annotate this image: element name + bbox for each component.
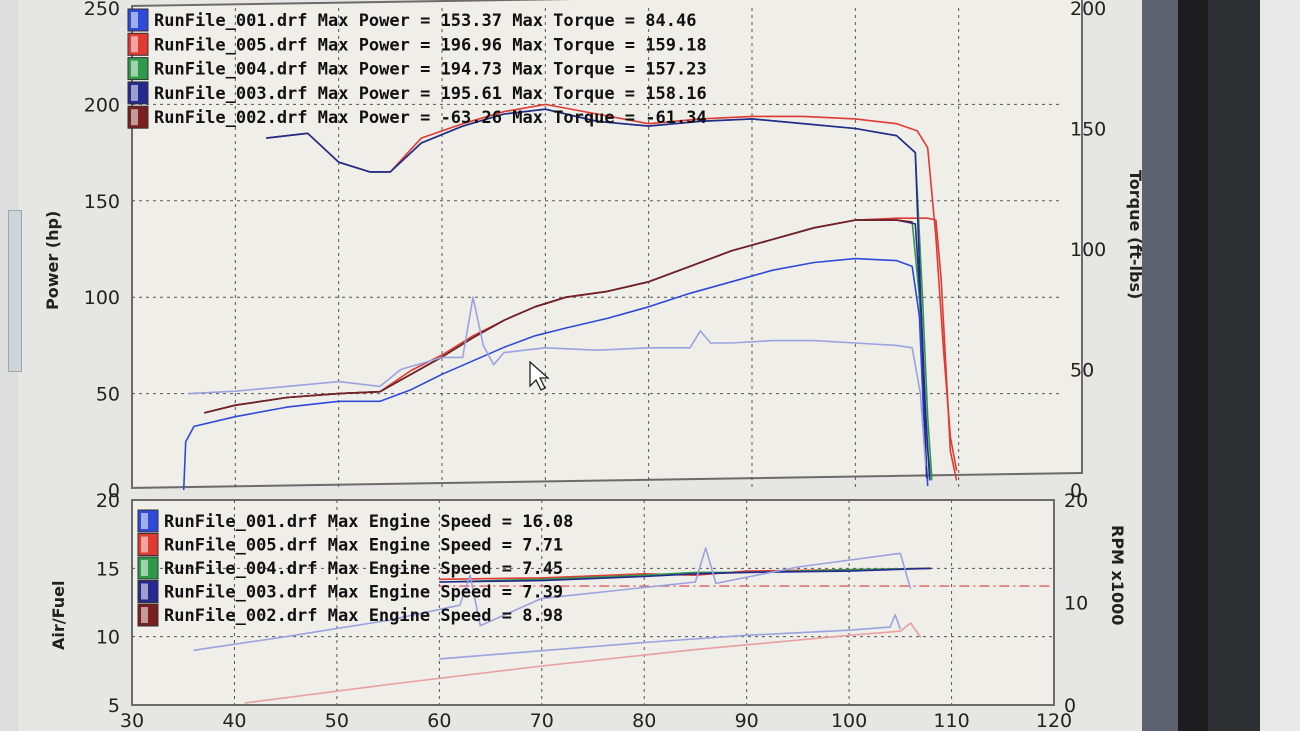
monitor-bezel-edge — [1178, 0, 1208, 731]
power-tick-label: 250 — [84, 0, 120, 20]
power-legend-entry: RunFile_004.drf Max Power = 194.73 Max T… — [154, 60, 707, 80]
afr-tick-label: 20 — [96, 490, 120, 512]
x-tick-label: 120 — [1036, 710, 1072, 731]
power-tick-label: 150 — [84, 191, 120, 213]
afr-line-runfile-001-drf — [193, 546, 912, 652]
x-tick-label: 90 — [735, 710, 759, 731]
lower-series — [193, 546, 1054, 704]
x-tick-label: 110 — [933, 710, 969, 731]
torque-tick-label: 150 — [1070, 119, 1106, 141]
torque-tick-label: 200 — [1070, 0, 1106, 20]
x-tick-label: 80 — [632, 710, 656, 731]
speed-legend-entry: RunFile_003.drf Max Engine Speed = 7.39 — [164, 583, 563, 603]
rpm-axis-label: RPM x1000 — [1108, 525, 1127, 625]
upper-grid — [132, 8, 1062, 490]
torque-tick-label: 100 — [1070, 239, 1106, 261]
afr-tick-label: 15 — [96, 558, 120, 580]
power-tick-label: 100 — [84, 287, 120, 309]
x-tick-label: 100 — [831, 710, 867, 731]
afr-tick-label: 10 — [96, 627, 120, 649]
rpm-tick-label: 20 — [1064, 490, 1088, 512]
afr-line-runfile-003-drf — [439, 567, 932, 583]
speed-legend-swatch-highlight — [141, 583, 148, 600]
torque-tick-label: 50 — [1070, 360, 1094, 382]
lower-plot-frame — [131, 499, 1055, 706]
power-tick-label: 0 — [108, 480, 120, 502]
rpm-ticks: 0 10 20 — [1064, 490, 1088, 717]
power-ticks: 0 50 100 150 200 250 — [84, 0, 120, 502]
speed-legend-swatch-highlight — [141, 560, 148, 576]
speed-legend-swatch-highlight — [141, 607, 148, 623]
power-torque-panel: 0 50 100 150 200 250 0 50 100 150 200 RunFile_001… — [43, 0, 1145, 502]
rpm-tick-label: 10 — [1064, 593, 1088, 615]
power-legend-entry: RunFile_003.drf Max Power = 195.61 Max T… — [154, 84, 707, 104]
power-tick-label: 200 — [84, 94, 120, 116]
power-legend-swatch-highlight — [131, 36, 138, 53]
rpm-line-runfile-005-drf — [244, 622, 922, 704]
power-legend-swatch-highlight — [131, 12, 138, 28]
power-legend-entry: RunFile_005.drf Max Power = 196.96 Max T… — [154, 35, 707, 55]
x-axis-ticks: 30 40 50 60 70 80 90 100 110 120 — [120, 710, 1072, 731]
power-legend-entry: RunFile_001.drf Max Power = 153.37 Max T… — [154, 11, 696, 31]
power-tick-label: 50 — [96, 384, 120, 406]
afr-ticks: 5 10 15 20 — [96, 490, 120, 717]
rpm-line-runfile-001-drf — [439, 613, 902, 660]
x-tick-label: 70 — [530, 710, 554, 731]
monitor-bezel-inner — [1142, 0, 1178, 731]
torque-line-runfile-001-drf — [188, 296, 927, 466]
torque-line-runfile-003-drf — [266, 108, 928, 478]
wall-right — [1260, 0, 1300, 731]
afr-tick-label: 5 — [108, 695, 120, 717]
speed-legend-entry: RunFile_002.drf Max Engine Speed = 8.98 — [164, 606, 563, 626]
lower-grid — [132, 500, 1054, 705]
speed-legend-entry: RunFile_001.drf Max Engine Speed = 16.08 — [164, 512, 573, 532]
speed-legend-entry: RunFile_004.drf Max Engine Speed = 7.45 — [164, 559, 563, 579]
afr-rpm-panel: 5 10 15 20 0 10 20 30 40 50 60 70 80 90 100 110 120 Ru… — [49, 490, 1127, 731]
rpm-tick-label: 0 — [1064, 695, 1076, 717]
speed-legend-swatch-highlight — [141, 513, 148, 529]
power-legend-entry: RunFile_002.drf Max Power = -63.26 Max T… — [154, 108, 707, 128]
speed-legend-swatch-highlight — [141, 536, 148, 553]
window-scrollbar[interactable] — [8, 210, 22, 372]
lower-legend: RunFile_001.drf Max Engine Speed = 16.08… — [137, 509, 573, 627]
power-legend-swatch-highlight — [131, 60, 138, 77]
upper-legend: RunFile_001.drf Max Power = 153.37 Max T… — [127, 8, 707, 129]
power-line-runfile-001-drf — [182, 257, 929, 491]
speed-legend-entry: RunFile_005.drf Max Engine Speed = 7.71 — [164, 536, 563, 556]
upper-series — [182, 103, 958, 491]
upper-plot-frame — [131, 0, 1083, 489]
torque-axis-label: Torque (ft-lbs) — [1126, 170, 1145, 299]
afr-axis-label: Air/Fuel — [49, 581, 68, 650]
power-legend-swatch-highlight — [131, 109, 138, 126]
power-axis-label: Power (hp) — [43, 211, 62, 310]
x-tick-label: 50 — [325, 710, 349, 731]
power-line-runfile-002-drf — [204, 219, 913, 414]
afr-line-runfile-004-drf — [439, 567, 932, 583]
torque-tick-label: 0 — [1070, 480, 1082, 502]
mouse-cursor-icon — [529, 360, 550, 391]
power-legend-swatch-highlight — [131, 84, 138, 101]
torque-ticks: 0 50 100 150 200 — [1070, 0, 1106, 502]
x-tick-label: 40 — [222, 710, 246, 731]
x-tick-label: 60 — [427, 710, 451, 731]
x-tick-label: 30 — [120, 710, 144, 731]
